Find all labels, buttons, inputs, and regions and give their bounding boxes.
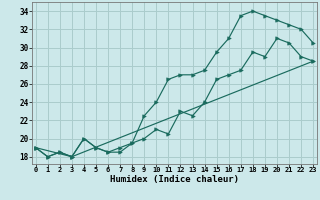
X-axis label: Humidex (Indice chaleur): Humidex (Indice chaleur) <box>110 175 239 184</box>
